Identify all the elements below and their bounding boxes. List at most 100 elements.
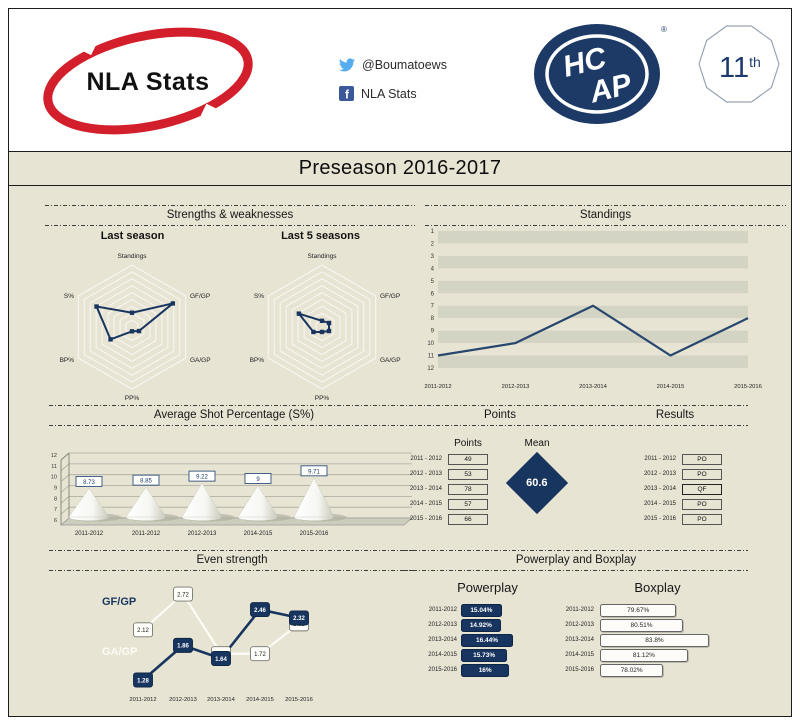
svg-text:GA/GP: GA/GP [190,357,211,364]
row-label: 2012 - 2013 [643,471,676,478]
section-results-header: Results [602,405,748,426]
section-ppbp-header: Powerplay and Boxplay [404,550,748,571]
svg-text:3: 3 [431,254,435,260]
svg-text:1.64: 1.64 [215,657,227,663]
row-value-box: 66 [448,514,488,525]
row-label: 2012 - 2013 [409,471,442,478]
rank-badge: 11th [698,25,780,103]
svg-text:BP%: BP% [250,357,265,364]
table-row: 2013 - 2014 78 [400,484,488,495]
divider [400,405,600,406]
svg-text:PP%: PP% [315,395,330,402]
section-strengths-header: Strengths & weaknesses [45,205,415,226]
bar-label: 2013-2014 [428,637,457,644]
powerplay-bar: 14.92% [461,619,501,632]
points-column-header: Points [454,438,482,449]
bar-row: 2014-2015 81.12% [558,649,709,662]
svg-text:12: 12 [51,453,57,459]
svg-text:2.72: 2.72 [177,592,189,598]
svg-text:GA/GP: GA/GP [102,646,137,658]
svg-text:1: 1 [431,229,435,235]
svg-text:6: 6 [431,291,435,297]
svg-text:PP%: PP% [125,395,140,402]
mean-value: 60.6 [526,476,548,489]
row-label: 2011 - 2012 [410,456,442,463]
svg-text:2015-2016: 2015-2016 [300,531,329,537]
header: NLA Stats @Boumatoews f NLA Stats HC AP [9,9,791,151]
svg-text:2014-2015: 2014-2015 [246,697,274,703]
boxplay-bar: 81.12% [600,649,688,662]
svg-text:12: 12 [427,366,434,372]
svg-text:6: 6 [54,518,57,524]
section-title: Even strength [196,554,268,566]
bar-row: 2013-2014 83.8% [558,634,709,647]
divider [49,570,415,571]
bar-row: 2011-2012 79.67% [558,604,709,617]
boxplay-bars: 2011-2012 79.67% 2012-2013 80.51% 2013-2014 8… [558,604,709,679]
divider [404,550,748,551]
twitter-handle: @Boumatoews [362,58,447,72]
section-title: Average Shot Percentage (S%) [153,409,315,421]
svg-text:1.28: 1.28 [137,678,149,684]
divider [45,225,415,226]
divider [400,425,600,426]
svg-text:2: 2 [431,241,435,247]
decagon-shape [698,25,780,103]
svg-text:11: 11 [428,354,435,360]
svg-text:GF/GP: GF/GP [380,293,400,300]
powerplay-bar: 16% [461,664,510,677]
table-row: 2015 - 2016 66 [400,514,488,525]
bar-label: 2014-2015 [565,652,594,659]
even-strength-line-chart: 2.122.721.721.722.221.281.861.642.462.32… [102,586,313,703]
title-bar: Preseason 2016-2017 [9,151,791,186]
row-value-box: PO [682,469,722,480]
svg-text:2013-2014: 2013-2014 [207,697,235,703]
row-value-box: PO [682,514,722,525]
bar-row: 2012-2013 14.92% [420,619,513,632]
svg-text:GF/GP: GF/GP [102,596,136,608]
divider [602,425,748,426]
team-logo-hcap: HC AP ® [534,24,667,124]
table-row: 2011 - 2012 PO [634,454,722,465]
svg-text:2012-2013: 2012-2013 [169,697,197,703]
rank-text: 11th [719,52,761,84]
dashboard-body: Strengths & weaknesses Standings Last se… [9,186,791,716]
points-panel: Points Mean 2011 - 2012 49 2012 - 2013 53 20… [400,438,600,548]
svg-text:10: 10 [427,341,434,347]
table-row: 2012 - 2013 PO [634,469,722,480]
row-value-box: PO [682,454,722,465]
radar-chart-last-5-seasons: Standings GF/GP GA/GP PP% BP% S% [250,253,401,402]
table-row: 2012 - 2013 53 [400,469,488,480]
table-row: 2014 - 2015 PO [634,499,722,510]
svg-text:2011-2012: 2011-2012 [424,384,451,390]
row-label: 2013 - 2014 [409,486,442,493]
svg-text:2014-2015: 2014-2015 [657,384,685,390]
facebook-name: NLA Stats [361,86,417,101]
section-title: Powerplay and Boxplay [515,554,637,566]
facebook-icon: f [339,86,354,102]
svg-text:2015-2016: 2015-2016 [285,697,313,703]
row-value-box: 78 [448,484,488,495]
svg-text:8.85: 8.85 [140,479,152,485]
svg-text:5: 5 [431,279,435,285]
bar-label: 2015-2016 [428,667,457,674]
bar-label: 2014-2015 [428,652,457,659]
powerplay-title: Powerplay [457,580,518,595]
svg-text:9.71: 9.71 [308,469,320,475]
facebook-link[interactable]: f NLA Stats [339,86,447,102]
divider [49,405,419,406]
bar-row: 2012-2013 80.51% [558,619,709,632]
svg-text:9: 9 [256,477,260,483]
bar-row: 2015-2016 16% [420,664,513,677]
radar-last-season: Last season Standings GF/GP GA/GP PP% BP% S% [40,230,225,404]
svg-text:9: 9 [431,329,435,335]
svg-text:7: 7 [54,507,57,513]
row-value-box: 49 [448,454,488,465]
radar-title: Last season [100,230,165,242]
twitter-link[interactable]: @Boumatoews [339,57,447,73]
table-row: 2015 - 2016 PO [634,514,722,525]
bar-row: 2015-2016 78.02% [558,664,709,677]
boxplay-title: Boxplay [634,580,681,595]
divider [45,205,415,206]
